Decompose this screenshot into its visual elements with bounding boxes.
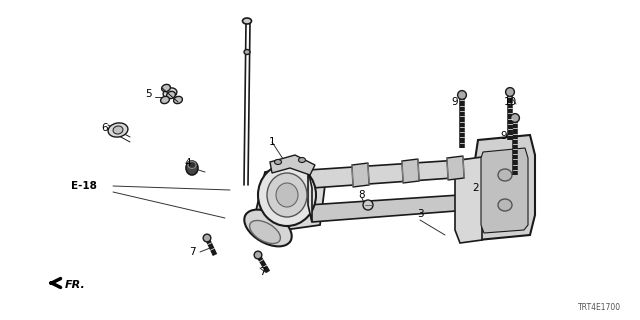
Ellipse shape [498,169,512,181]
Polygon shape [481,148,528,233]
Ellipse shape [243,18,252,24]
Text: TRT4E1700: TRT4E1700 [579,303,621,313]
Ellipse shape [108,123,128,137]
Text: 9: 9 [500,131,508,141]
Text: 8: 8 [358,190,365,200]
Ellipse shape [203,234,211,242]
Ellipse shape [163,88,177,98]
Ellipse shape [186,161,198,175]
Polygon shape [308,193,495,222]
Ellipse shape [162,84,170,92]
Text: 6: 6 [102,123,108,133]
Ellipse shape [363,200,373,210]
Polygon shape [402,159,419,183]
Polygon shape [308,158,495,188]
Text: 3: 3 [417,209,423,219]
Ellipse shape [258,164,316,226]
Text: FR.: FR. [65,280,86,290]
Polygon shape [455,157,482,243]
Text: 5: 5 [145,89,151,99]
Polygon shape [352,163,369,187]
Polygon shape [270,155,315,175]
Ellipse shape [244,210,292,246]
Ellipse shape [244,50,250,54]
Text: 2: 2 [473,183,479,193]
Ellipse shape [113,126,123,134]
Ellipse shape [298,157,305,163]
Ellipse shape [276,183,298,207]
Ellipse shape [506,88,515,96]
Polygon shape [308,170,312,222]
Ellipse shape [458,91,467,100]
Text: E-18: E-18 [71,181,97,191]
Ellipse shape [511,114,520,122]
Ellipse shape [188,162,196,169]
Text: 10: 10 [504,97,516,107]
Polygon shape [255,165,325,232]
Ellipse shape [254,251,262,259]
Ellipse shape [498,199,512,211]
Ellipse shape [250,220,280,244]
Text: 1: 1 [269,137,275,147]
Polygon shape [447,156,464,180]
Text: 7: 7 [259,267,266,277]
Polygon shape [475,135,535,240]
Ellipse shape [166,92,175,99]
Ellipse shape [161,96,170,104]
Text: 7: 7 [189,247,195,257]
Text: 4: 4 [185,158,191,168]
Ellipse shape [267,173,307,217]
Text: 9: 9 [452,97,458,107]
Ellipse shape [275,159,282,164]
Ellipse shape [173,96,182,104]
